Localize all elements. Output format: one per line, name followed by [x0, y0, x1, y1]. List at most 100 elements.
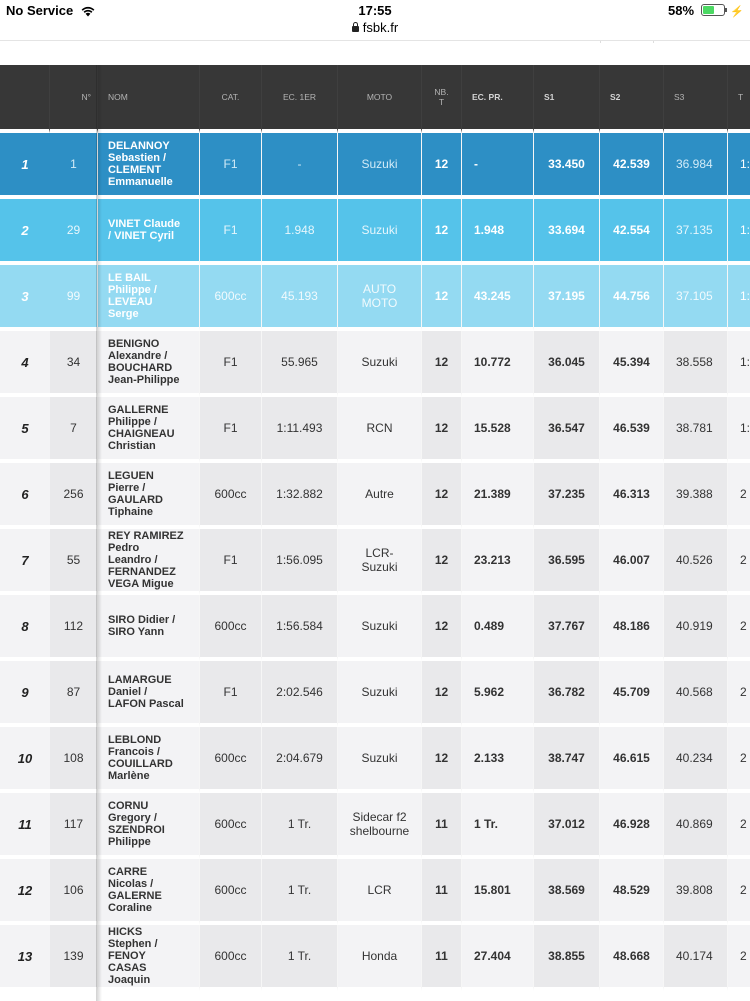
moto-cell-line: AUTO	[362, 282, 397, 296]
table-row[interactable]: 2 29 VINET Claude / VINET Cyril F1 1.948 Suzuk…	[0, 199, 750, 265]
gap-previous-cell: 1.948	[462, 199, 534, 265]
s2-cell: 42.539	[600, 133, 664, 199]
s1-cell: 36.782	[534, 661, 600, 727]
gap-first-cell: 1:56.584	[262, 595, 338, 661]
laps-cell: 12	[422, 529, 462, 595]
s2-cell: 48.529	[600, 859, 664, 925]
moto-cell: Sidecar f2 shelbourne	[338, 793, 422, 859]
moto-cell: Autre	[338, 463, 422, 529]
s1-cell: 38.747	[534, 727, 600, 793]
moto-cell: Suzuki	[338, 595, 422, 661]
category-cell: F1	[200, 529, 262, 595]
gap-previous-cell: -	[462, 133, 534, 199]
table-row[interactable]: 3 99 LE BAIL Philippe / LEVEAU Serge 600cc 45.1…	[0, 265, 750, 331]
clock: 17:55	[358, 3, 392, 18]
moto-cell-line: Suzuki	[361, 685, 398, 699]
table-row[interactable]: 7 55 REY RAMIREZ Pedro Leandro / FERNANDEZ VEG…	[0, 529, 750, 595]
name-cell: DELANNOY Sebastien / CLEMENT Emmanuelle	[98, 133, 200, 199]
table-row[interactable]: 13 139 HICKS Stephen / FENOY CASAS Joaquin 600c…	[0, 925, 750, 991]
table-row[interactable]: 10 108 LEBLOND Francois / COUILLARD Marlène 60…	[0, 727, 750, 793]
table-row[interactable]: 8 112 SIRO Didier / SIRO Yann 600cc 1:56.584 S…	[0, 595, 750, 661]
header-name[interactable]: NOM	[98, 65, 200, 133]
category-cell: 600cc	[200, 925, 262, 991]
page-content: N° NOM CAT. EC. 1ER MOTO NB. T EC. PR. S1…	[0, 40, 750, 1001]
header-s3[interactable]: S3	[664, 65, 728, 133]
laps-cell: 12	[422, 463, 462, 529]
table-row[interactable]: 11 117 CORNU Gregory / SZENDROI Philippe 600cc…	[0, 793, 750, 859]
number-cell: 29	[50, 199, 98, 265]
table-row[interactable]: 1 1 DELANNOY Sebastien / CLEMENT Emmanuelle F1…	[0, 133, 750, 199]
t-cell: 2	[728, 529, 750, 595]
s3-cell: 39.388	[664, 463, 728, 529]
moto-cell: Honda	[338, 925, 422, 991]
rank-cell: 7	[0, 529, 50, 595]
name-cell: LAMARGUE Daniel / LAFON Pascal	[98, 661, 200, 727]
t-cell: 1:	[728, 397, 750, 463]
header-gap-previous[interactable]: EC. PR.	[462, 65, 534, 133]
gap-first-cell: 2:02.546	[262, 661, 338, 727]
name-cell-line: Gregory /	[108, 812, 157, 824]
category-cell: 600cc	[200, 727, 262, 793]
header-gap-first[interactable]: EC. 1ER	[262, 65, 338, 133]
name-cell-line: Sebastien /	[108, 152, 167, 164]
name-cell: LE BAIL Philippe / LEVEAU Serge	[98, 265, 200, 331]
number-cell: 7	[50, 397, 98, 463]
gap-previous-cell: 2.133	[462, 727, 534, 793]
table-row[interactable]: 4 34 BENIGNO Alexandre / BOUCHARD Jean-Philip…	[0, 331, 750, 397]
battery-percent: 58%	[668, 3, 695, 18]
table-row[interactable]: 12 106 CARRE Nicolas / GALERNE Coraline 600cc 1…	[0, 859, 750, 925]
name-cell-line: GAULARD	[108, 494, 163, 506]
laps-cell: 12	[422, 265, 462, 331]
header-moto[interactable]: MOTO	[338, 65, 422, 133]
t-cell: 1:	[728, 265, 750, 331]
moto-cell: RCN	[338, 397, 422, 463]
gap-previous-cell: 5.962	[462, 661, 534, 727]
name-cell: LEGUEN Pierre / GAULARD Tiphaine	[98, 463, 200, 529]
moto-cell: LCR	[338, 859, 422, 925]
header-rank	[0, 65, 50, 133]
laps-cell: 12	[422, 595, 462, 661]
table-row[interactable]: 5 7 GALLERNE Philippe / CHAIGNEAU Christian F1…	[0, 397, 750, 463]
s1-cell: 38.855	[534, 925, 600, 991]
s3-cell: 40.174	[664, 925, 728, 991]
s3-cell: 37.105	[664, 265, 728, 331]
number-cell: 87	[50, 661, 98, 727]
gap-previous-cell: 23.213	[462, 529, 534, 595]
rank-cell: 1	[0, 133, 50, 199]
header-s1[interactable]: S1	[534, 65, 600, 133]
category-cell: 600cc	[200, 463, 262, 529]
name-cell-line: GALLERNE	[108, 404, 169, 416]
rank-cell: 5	[0, 397, 50, 463]
header-t[interactable]: T	[728, 65, 750, 133]
name-cell: LEBLOND Francois / COUILLARD Marlène	[98, 727, 200, 793]
category-cell: 600cc	[200, 265, 262, 331]
name-cell-line: Tiphaine	[108, 506, 154, 518]
rank-cell: 3	[0, 265, 50, 331]
name-cell-line: Philippe	[108, 836, 151, 848]
moto-cell-line: RCN	[366, 421, 393, 435]
address-bar[interactable]: fsbk.fr	[0, 20, 750, 40]
name-cell-line: Pedro	[108, 542, 140, 554]
header-number[interactable]: N°	[50, 65, 98, 133]
header-laps[interactable]: NB. T	[422, 65, 462, 133]
t-cell: 2	[728, 859, 750, 925]
results-table: N° NOM CAT. EC. 1ER MOTO NB. T EC. PR. S1…	[0, 65, 750, 991]
s3-cell: 37.135	[664, 199, 728, 265]
number-cell: 139	[50, 925, 98, 991]
s1-cell: 33.450	[534, 133, 600, 199]
s3-cell: 40.526	[664, 529, 728, 595]
s2-cell: 46.539	[600, 397, 664, 463]
name-cell-line: GALERNE	[108, 890, 162, 902]
name-cell-line: Coraline	[108, 902, 153, 914]
header-laps-line1: NB.	[434, 87, 449, 97]
name-cell-line: CLEMENT	[108, 164, 162, 176]
s2-cell: 48.186	[600, 595, 664, 661]
name-cell-line: LEGUEN	[108, 470, 154, 482]
header-s2[interactable]: S2	[600, 65, 664, 133]
name-cell-line: LAMARGUE	[108, 674, 172, 686]
header-category[interactable]: CAT.	[200, 65, 262, 133]
gap-previous-cell: 15.528	[462, 397, 534, 463]
name-cell-line: COUILLARD	[108, 758, 173, 770]
table-row[interactable]: 9 87 LAMARGUE Daniel / LAFON Pascal F1 2:02.54…	[0, 661, 750, 727]
table-row[interactable]: 6 256 LEGUEN Pierre / GAULARD Tiphaine 600cc 1:…	[0, 463, 750, 529]
